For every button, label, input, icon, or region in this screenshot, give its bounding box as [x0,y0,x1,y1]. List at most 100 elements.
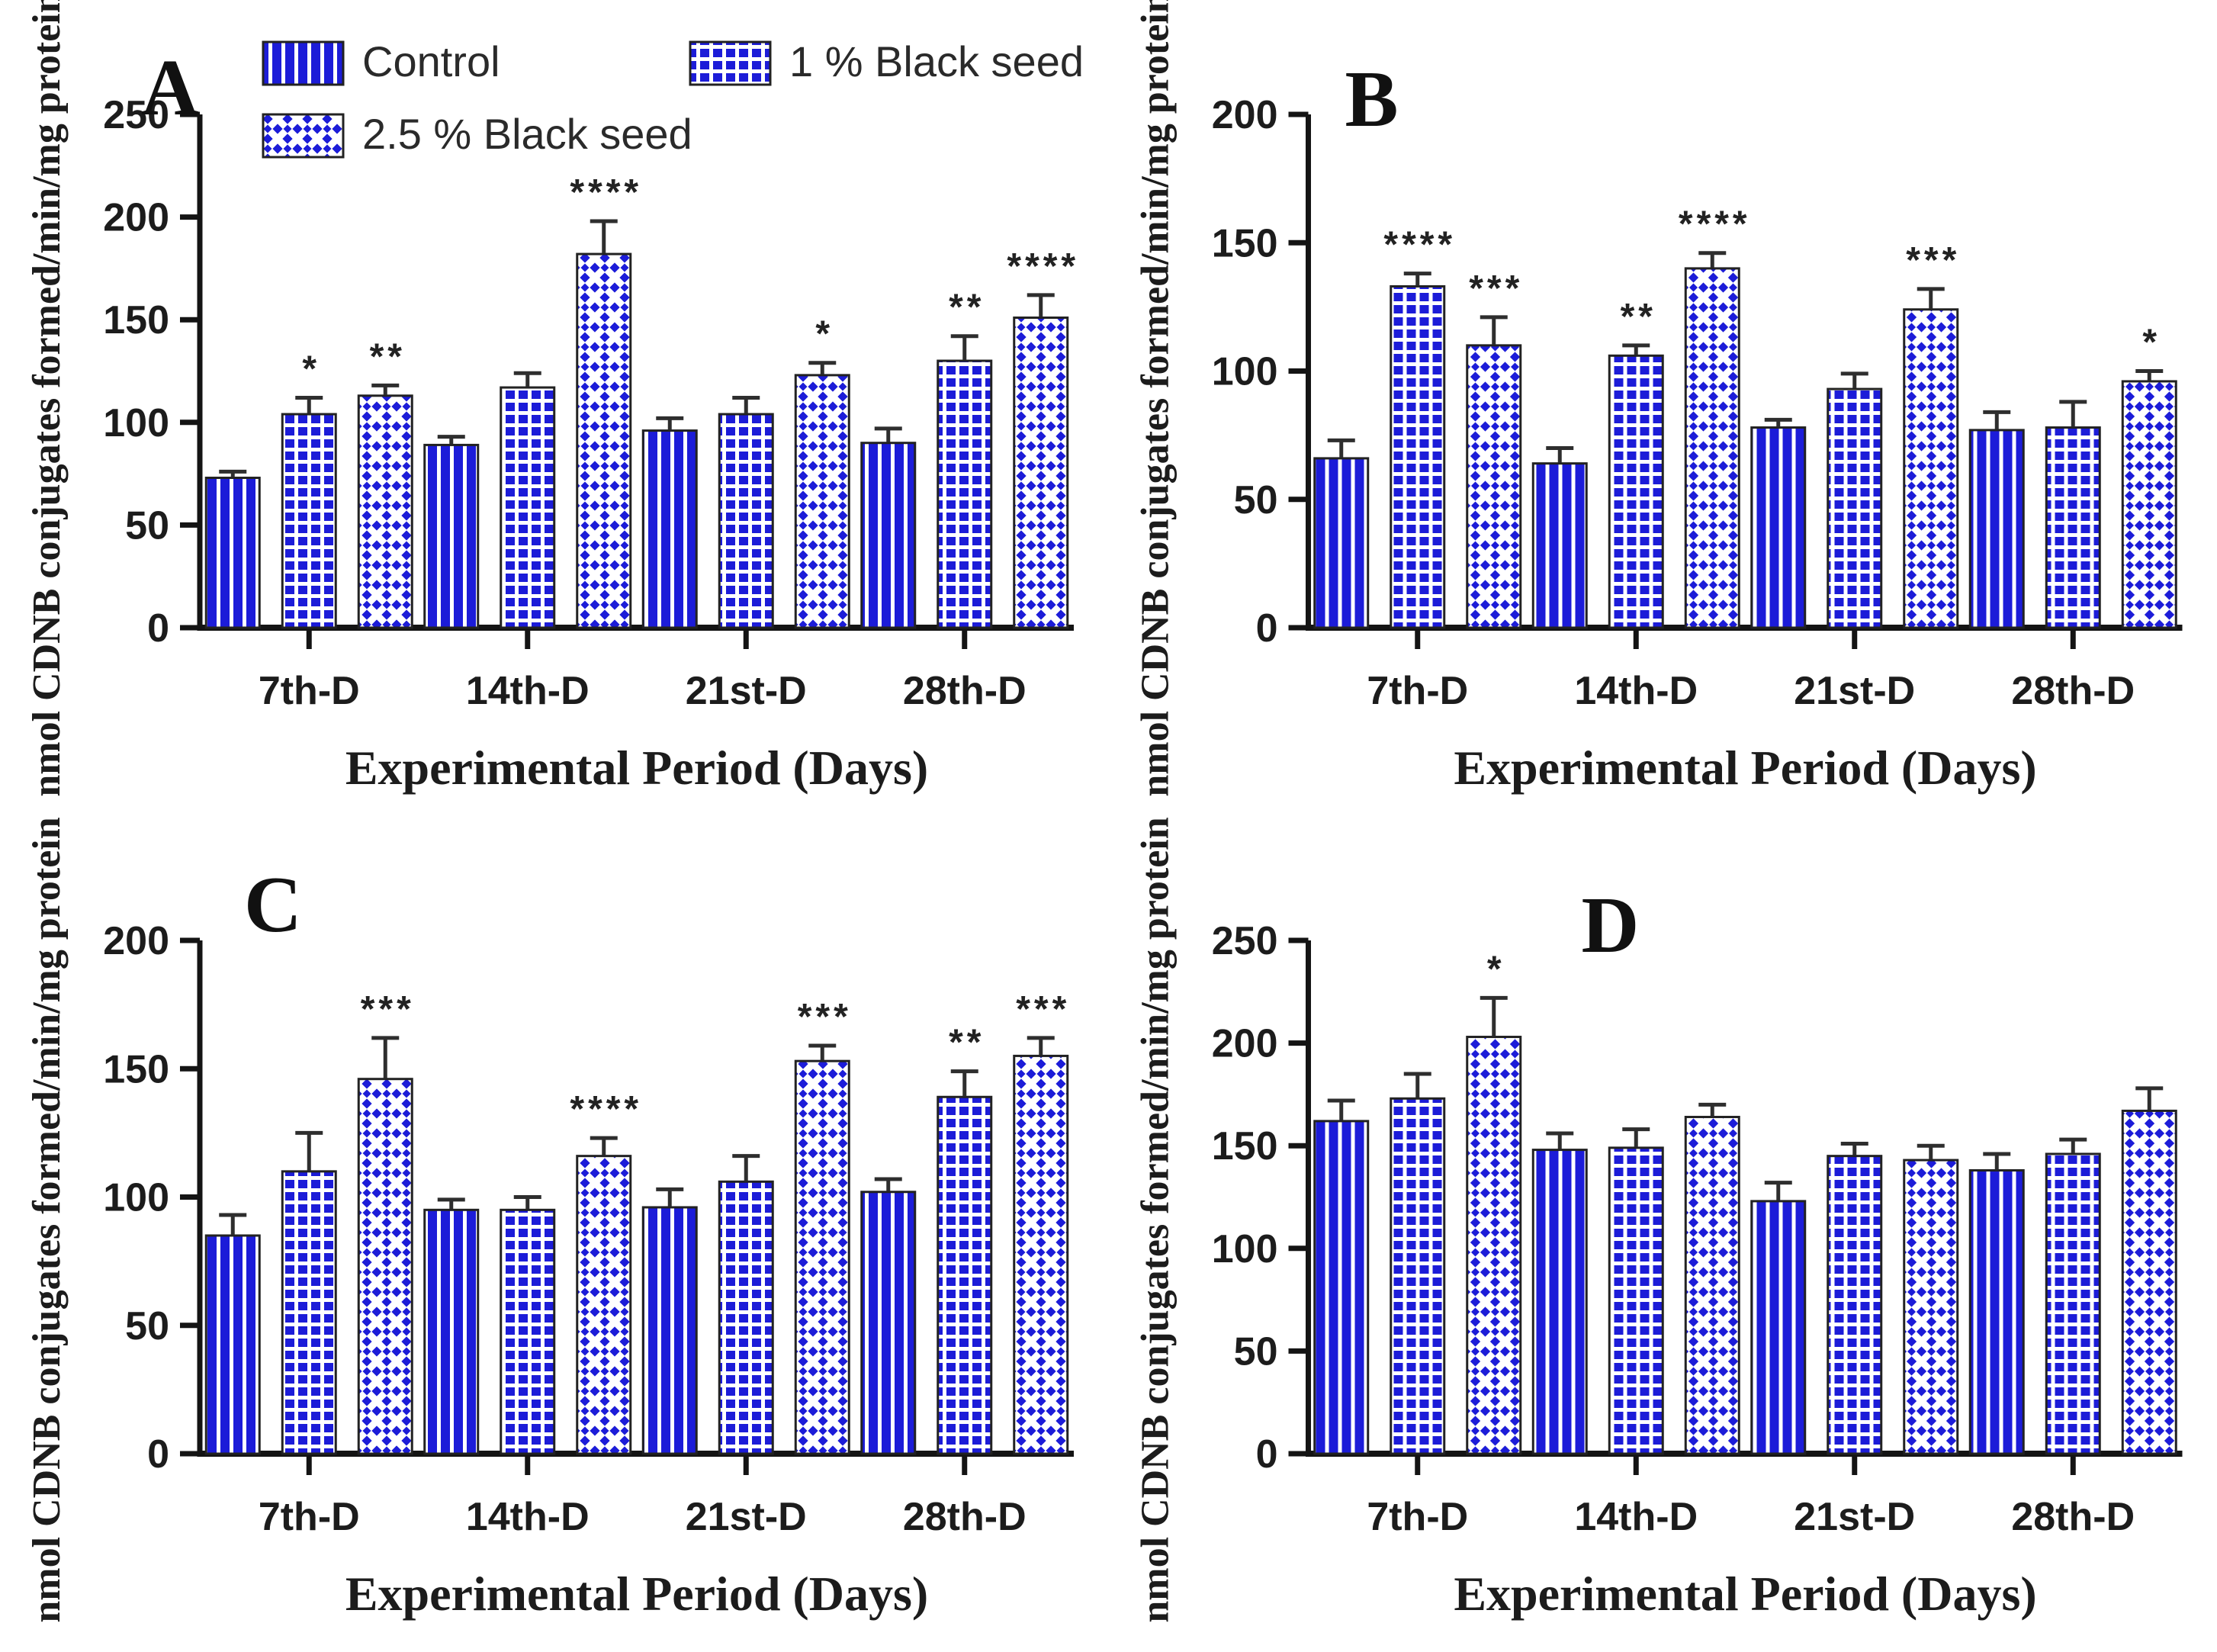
significance-stars: **** [1383,225,1456,265]
y-tick-label: 150 [1212,221,1278,265]
bar-1-black-seed-7th-d [281,413,337,629]
bar-1-black-seed-21st-d [1827,1155,1883,1455]
significance-stars: ** [370,336,406,377]
panel-D: 0 50 100 150 200 250 7th-D * 14th-D 21st-D 28th-D E… [1108,817,2217,1652]
y-tick-label: 50 [1234,478,1278,522]
legend-label-control: Control [362,37,500,85]
x-category-label: 28th-D [903,1495,1027,1539]
y-axis-title: nmol CDNB conjugates formed/min/mg prote… [25,0,69,797]
x-axis-title: Experimental Period (Days) [1454,1567,2036,1621]
bar-1-black-seed-21st-d [1827,387,1883,629]
bar-control-7th-d [204,1234,261,1455]
legend-label-1-black-seed: 1 % Black seed [789,37,1084,85]
x-category-label: 14th-D [1574,1495,1698,1539]
x-category-label: 21st-D [686,1495,807,1539]
y-tick-label: 200 [1212,93,1278,137]
y-tick-label: 0 [1256,1432,1278,1477]
bar-2-5-black-seed-21st-d [1903,308,1959,629]
y-tick-label: 50 [125,1304,169,1348]
significance-stars: * [302,349,320,389]
x-category-label: 14th-D [466,1495,590,1539]
significance-stars: *** [798,997,852,1037]
y-tick-label: 150 [103,1047,169,1091]
bar-control-14th-d [423,1208,480,1455]
bar-control-14th-d [1531,1149,1588,1455]
bar-2-5-black-seed-7th-d [357,394,413,629]
bar-control-21st-d [1750,1200,1807,1455]
legend-swatch-control [262,40,345,86]
significance-stars: **** [570,172,642,213]
bar-2-5-black-seed-14th-d [1684,267,1740,629]
bar-2-5-black-seed-21st-d [1903,1159,1959,1455]
y-tick-label: 100 [1212,1227,1278,1271]
y-tick-label: 150 [1212,1124,1278,1168]
panel-b-chart: 0501001502007th-D*******14th-D******21st… [1134,0,2183,797]
panel-B: 0 50 100 150 200 7th-D **** *** 14th-D ** **** 21st… [1108,0,2217,826]
panel-letter-c: C [244,860,302,949]
panel-A: 0 50 100 150 200 250 7th-D * ** 14th-D **** 21st-D *… [0,0,1108,826]
bar-2-5-black-seed-14th-d [1684,1116,1740,1455]
panel-letter-d: D [1582,880,1640,969]
x-category-label: 28th-D [2011,669,2135,713]
bar-1-black-seed-14th-d [1608,354,1664,629]
x-category-label: 28th-D [903,669,1027,713]
x-category-label: 14th-D [466,669,590,713]
significance-stars: * [2142,323,2161,363]
y-tick-label: 100 [103,1176,169,1220]
x-category-label: 21st-D [686,669,807,713]
significance-stars: ** [949,1023,985,1063]
bar-1-black-seed-7th-d [1390,1097,1446,1455]
y-tick-label: 50 [125,503,169,548]
bar-control-14th-d [423,443,480,629]
y-tick-label: 200 [103,919,169,963]
bar-2-5-black-seed-14th-d [576,1155,632,1455]
bar-1-black-seed-28th-d [937,1095,993,1455]
significance-stars: **** [1007,246,1079,287]
x-axis-title: Experimental Period (Days) [345,1567,928,1621]
bar-2-5-black-seed-28th-d [2121,1109,2177,1455]
significance-stars: * [1487,949,1505,989]
bar-1-black-seed-28th-d [937,359,993,629]
x-category-label: 7th-D [1367,669,1468,713]
bar-control-7th-d [1313,1120,1370,1455]
bar-1-black-seed-28th-d [2045,426,2101,629]
bar-1-black-seed-14th-d [1608,1146,1664,1455]
significance-stars: * [815,314,834,355]
bar-control-21st-d [641,429,698,629]
y-tick-label: 250 [103,93,169,137]
y-tick-label: 250 [1212,919,1278,963]
bar-2-5-black-seed-21st-d [794,1059,850,1455]
y-tick-label: 0 [147,606,169,651]
bar-2-5-black-seed-7th-d [1466,344,1522,629]
significance-stars: *** [1469,268,1523,309]
x-category-label: 7th-D [1367,1495,1468,1539]
y-axis-title: nmol CDNB conjugates formed/min/mg prote… [25,817,69,1622]
bar-control-28th-d [860,1191,917,1455]
bar-2-5-black-seed-7th-d [1466,1036,1522,1455]
bar-1-black-seed-14th-d [500,1208,556,1455]
panel-d-chart: 0 50 100 150 200 250 7th-D * 14th-D 21st-D 28th-D E… [1134,817,2183,1623]
bar-1-black-seed-21st-d [718,413,774,629]
panel-C: 0 50 100 150 200 7th-D *** 14th-D **** 21st-D *** 2… [0,817,1108,1652]
x-axis-title: Experimental Period (Days) [1454,741,2036,795]
bar-control-14th-d [1531,462,1588,629]
y-tick-label: 200 [1212,1022,1278,1066]
significance-stars: **** [1679,204,1751,245]
bar-1-black-seed-28th-d [2045,1152,2101,1455]
legend-label-2-5-black-seed: 2.5 % Black seed [362,110,692,158]
bar-control-21st-d [641,1206,698,1455]
bar-1-black-seed-7th-d [1390,284,1446,629]
y-axis-title: nmol CDNB conjugates formed/min/mg prote… [1134,817,1178,1622]
x-category-label: 7th-D [259,669,360,713]
bar-control-28th-d [860,442,917,629]
y-tick-label: 0 [147,1432,169,1477]
bar-1-black-seed-21st-d [718,1180,774,1455]
bar-1-black-seed-7th-d [281,1170,337,1455]
x-category-label: 7th-D [259,1495,360,1539]
x-category-label: 21st-D [1794,669,1915,713]
y-tick-label: 200 [103,196,169,240]
legend-swatch-2-5-black-seed [262,113,345,159]
bar-2-5-black-seed-28th-d [1013,1054,1069,1455]
